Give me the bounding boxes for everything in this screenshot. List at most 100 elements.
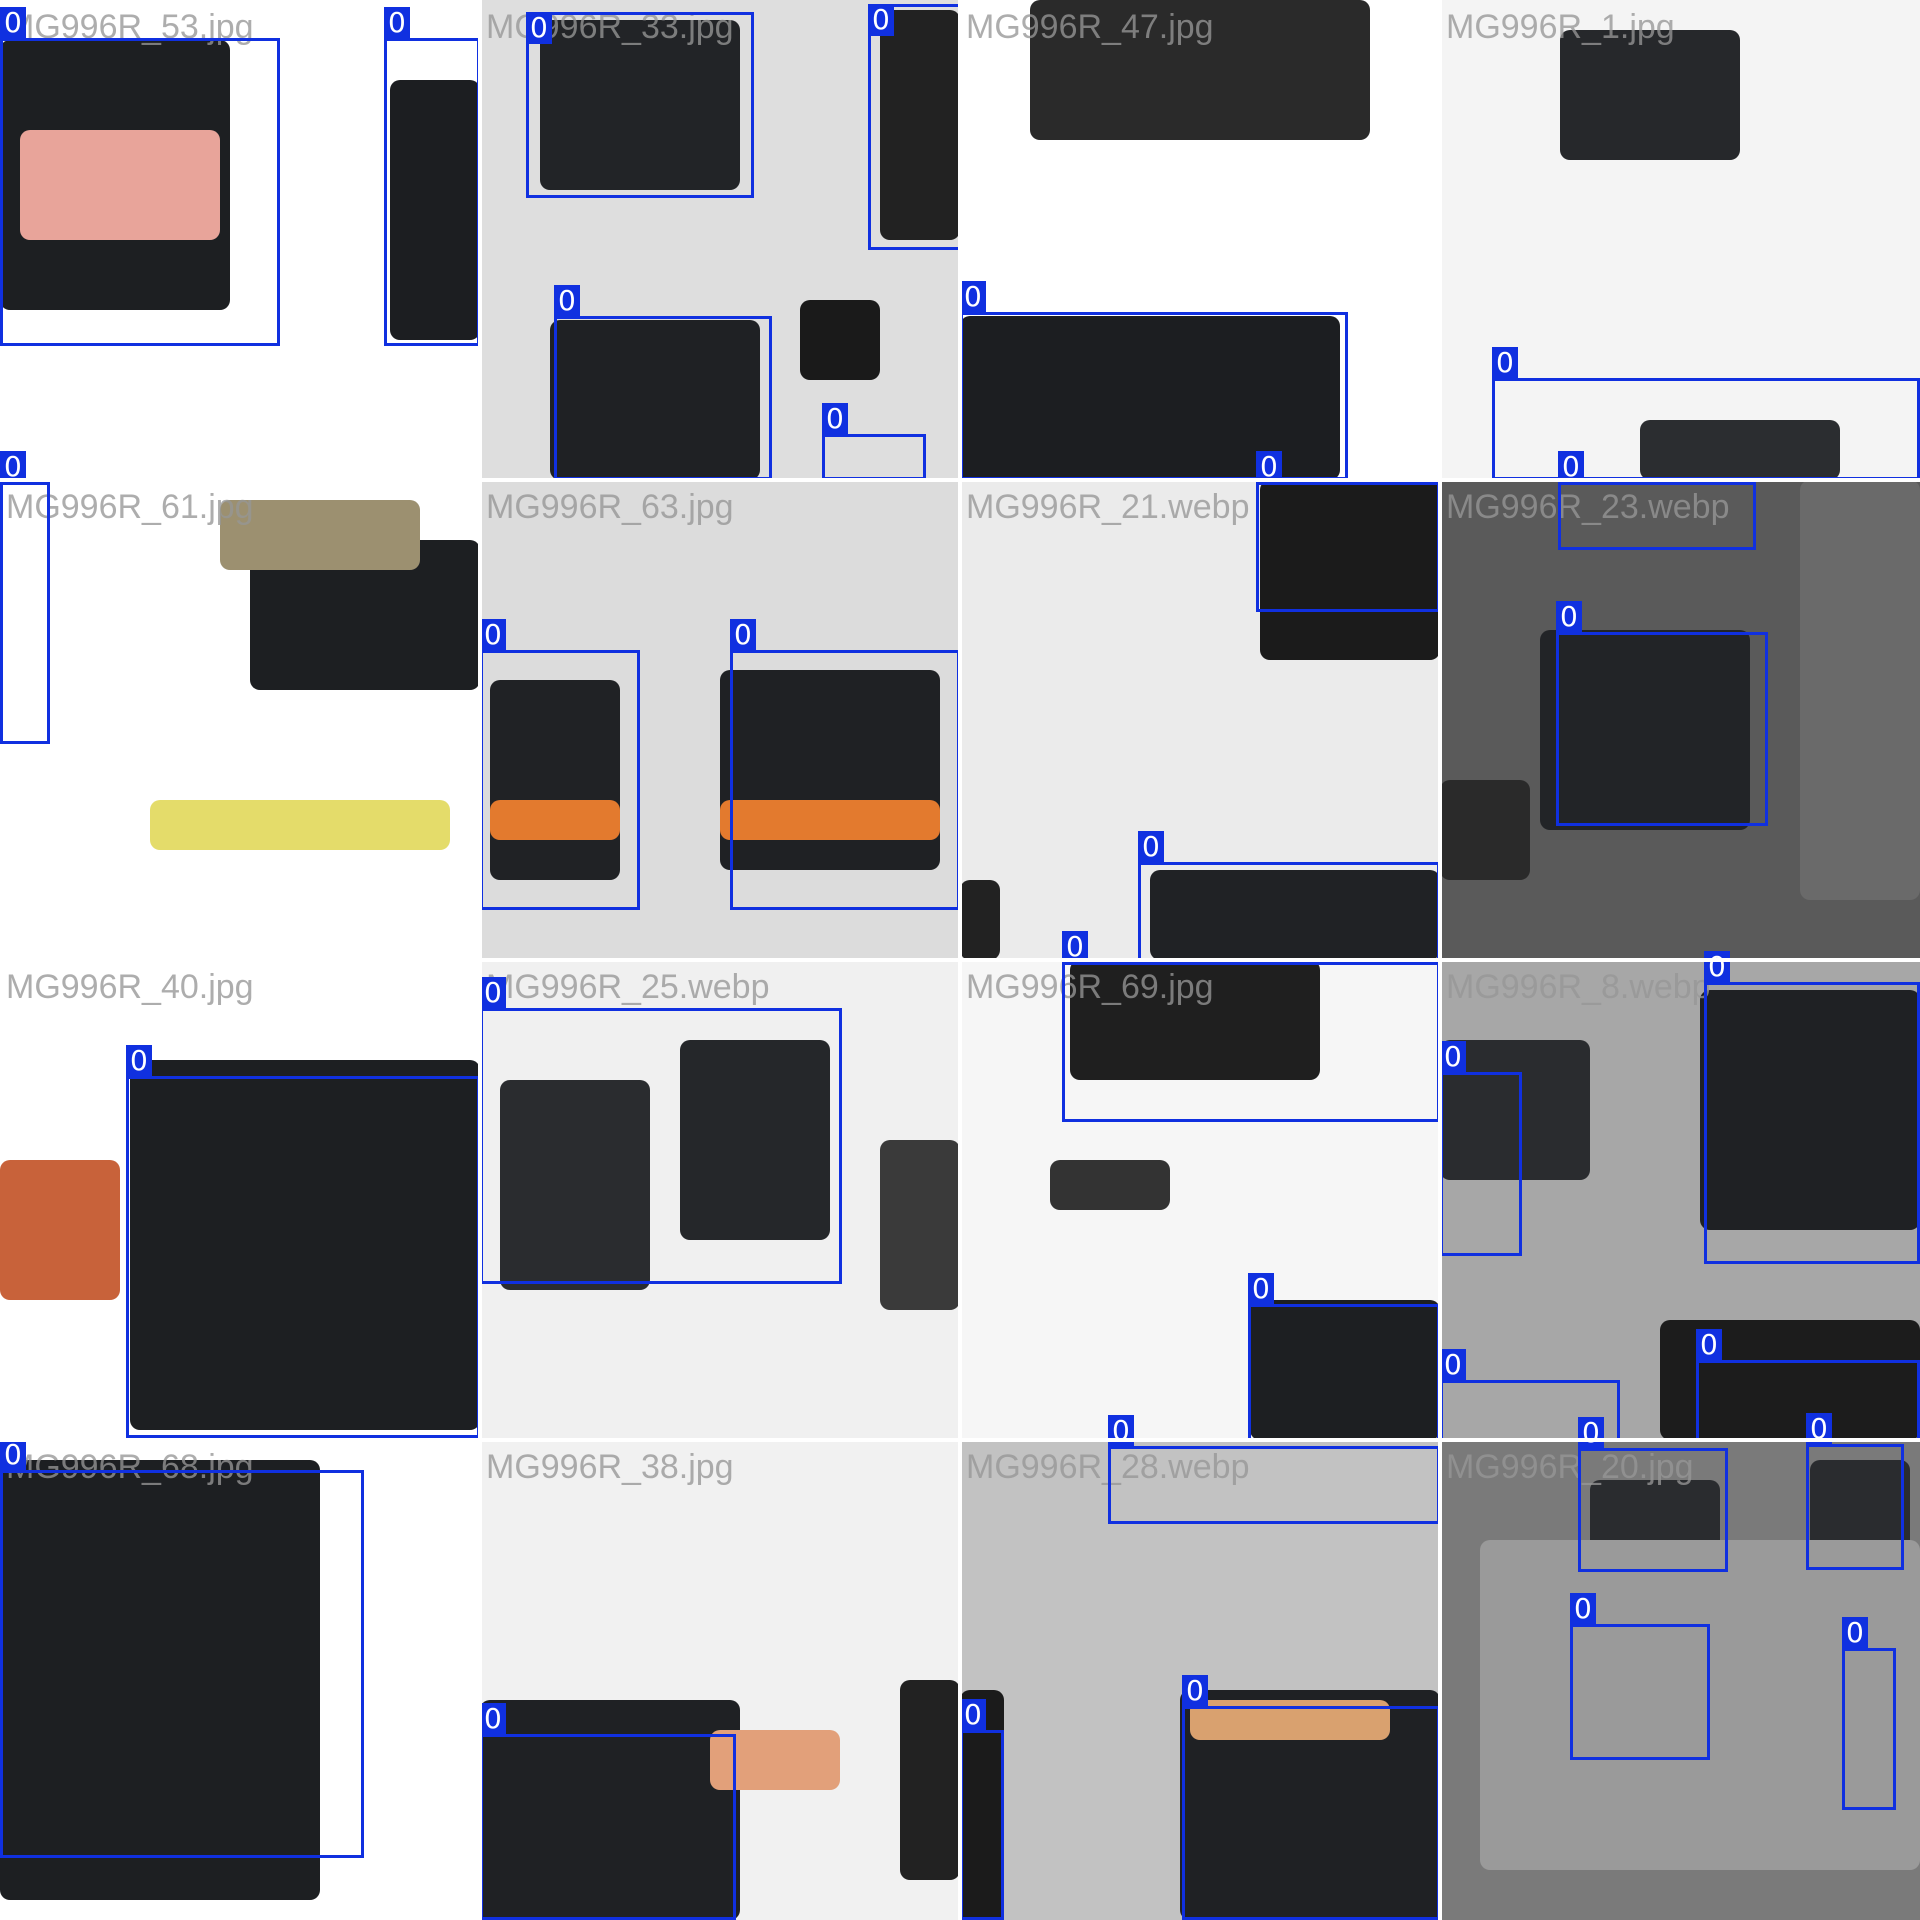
detection-box: 0 <box>1842 1617 1896 1810</box>
class-label: 0 <box>1248 1273 1274 1305</box>
tile-filename: MG996R_1.jpg <box>1446 8 1675 46</box>
detection-box: 0 <box>1256 451 1440 612</box>
class-label: 0 <box>1138 831 1164 863</box>
class-label: 0 <box>526 12 552 44</box>
class-label: 0 <box>480 977 506 1009</box>
servo-horn-top-icon <box>960 1690 1440 1920</box>
servo-horns-screws-icon <box>960 0 1370 480</box>
detection-box: 0 <box>1440 1041 1522 1256</box>
tile-filename: MG996R_23.webp <box>1446 488 1730 526</box>
mosaic-tile: MG996R_63.jpg <box>480 480 960 960</box>
detection-box: 0 <box>1556 601 1768 826</box>
detection-box: 0 <box>868 4 964 250</box>
two-servos-cables-icon <box>500 1040 960 1310</box>
mosaic-tile: MG996R_21.webp <box>960 480 1440 960</box>
tile-filename: MG996R_69.jpg <box>966 968 1214 1006</box>
detection-box: 0 <box>730 619 960 910</box>
class-label: 0 <box>554 285 580 317</box>
servo-cable-icon <box>1050 960 1440 1440</box>
two-servos-icon <box>490 670 940 880</box>
class-label: 0 <box>480 1703 506 1735</box>
tile-divider <box>0 1438 1920 1442</box>
class-label: 0 <box>1062 931 1088 963</box>
class-label: 0 <box>126 1045 152 1077</box>
tile-filename: MG996R_63.jpg <box>486 488 734 526</box>
detection-box: 0 <box>960 281 1348 480</box>
mosaic-tile: MG996R_1.jpg <box>1440 0 1920 480</box>
tile-filename: MG996R_47.jpg <box>966 8 1214 46</box>
class-label: 0 <box>1182 1675 1208 1707</box>
mosaic-tile: MG996R_68.jpg <box>0 1440 480 1920</box>
detection-box: 0 <box>1704 951 1920 1264</box>
detection-box: 0 <box>126 1045 480 1438</box>
detection-box: 0 <box>1138 831 1440 962</box>
class-label: 0 <box>1578 1417 1604 1449</box>
tile-filename: MG996R_8.webp <box>1446 968 1711 1006</box>
detection-box: 0 <box>960 1699 1004 1920</box>
detection-box: 0 <box>1108 1415 1440 1524</box>
detection-box: 0 <box>822 403 926 480</box>
detection-box: 0 <box>0 451 50 744</box>
detection-box: 0 <box>0 1439 364 1858</box>
detection-box: 0 <box>1558 451 1756 550</box>
class-label: 0 <box>822 403 848 435</box>
class-label: 0 <box>0 451 26 483</box>
tile-filename: MG996R_28.webp <box>966 1448 1250 1486</box>
detection-box: 0 <box>1578 1417 1728 1572</box>
class-label: 0 <box>1842 1617 1868 1649</box>
detection-box: 0 <box>554 285 772 480</box>
mosaic-tile: MG996R_61.jpg <box>0 480 480 960</box>
class-label: 0 <box>0 1439 26 1471</box>
class-label: 0 <box>384 7 410 39</box>
servo-metal-gears-icon <box>1440 990 1920 1440</box>
servo-horn-icon <box>1560 30 1840 480</box>
class-label: 0 <box>1696 1329 1722 1361</box>
tile-divider <box>0 958 1920 962</box>
class-label: 0 <box>730 619 756 651</box>
servo-with-qr-icon <box>540 10 960 480</box>
detection-box: 0 <box>384 7 480 346</box>
class-label: 0 <box>868 4 894 36</box>
tile-filename: MG996R_25.webp <box>486 968 770 1006</box>
tile-filename: MG996R_68.jpg <box>6 1448 254 1486</box>
class-label: 0 <box>1556 601 1582 633</box>
mosaic-tile: MG996R_25.webp <box>480 960 960 1440</box>
detection-box: 0 <box>1248 1273 1440 1456</box>
tile-divider <box>1438 0 1442 1920</box>
mosaic-tile: MG996R_40.jpg <box>0 960 480 1440</box>
class-label: 0 <box>1492 347 1518 379</box>
detection-box: 0 <box>1806 1413 1904 1570</box>
class-label: 0 <box>960 1699 986 1731</box>
class-label: 0 <box>1440 1349 1466 1381</box>
class-label: 0 <box>0 7 26 39</box>
servo-kit-icon <box>1440 480 1920 900</box>
servo-gears-icon <box>150 500 480 850</box>
detection-box: 0 <box>1182 1675 1440 1920</box>
class-label: 0 <box>1256 451 1282 483</box>
class-label: 0 <box>1570 1593 1596 1625</box>
mosaic-tile: MG996R_69.jpg <box>960 960 1440 1440</box>
class-label: 0 <box>960 281 986 313</box>
tile-filename: MG996R_40.jpg <box>6 968 254 1006</box>
class-label: 0 <box>1704 951 1730 983</box>
detection-box: 0 <box>1492 347 1920 480</box>
detection-box: 0 <box>1570 1593 1710 1760</box>
detection-box: 0 <box>480 619 640 910</box>
tile-filename: MG996R_21.webp <box>966 488 1250 526</box>
detection-box: 0 <box>480 1703 736 1920</box>
class-label: 0 <box>1108 1415 1134 1447</box>
servo-edge-icon <box>960 480 1440 960</box>
detection-box: 0 <box>526 12 754 198</box>
detection-box: 0 <box>0 7 280 346</box>
detection-box: 0 <box>1062 931 1440 1122</box>
class-label: 0 <box>480 619 506 651</box>
tile-filename: MG996R_20.jpg <box>1446 1448 1694 1486</box>
mosaic-tile: MG996R_38.jpg <box>480 1440 960 1920</box>
servo-piborg-closeup-icon <box>0 1460 320 1900</box>
servo-cable-logo-icon <box>480 1680 960 1920</box>
mosaic-tile: MG996R_47.jpg <box>960 0 1440 480</box>
detection-box: 0 <box>480 977 842 1284</box>
tile-filename: MG996R_38.jpg <box>486 1448 734 1486</box>
mosaic-tile: MG996R_53.jpg <box>0 0 480 480</box>
